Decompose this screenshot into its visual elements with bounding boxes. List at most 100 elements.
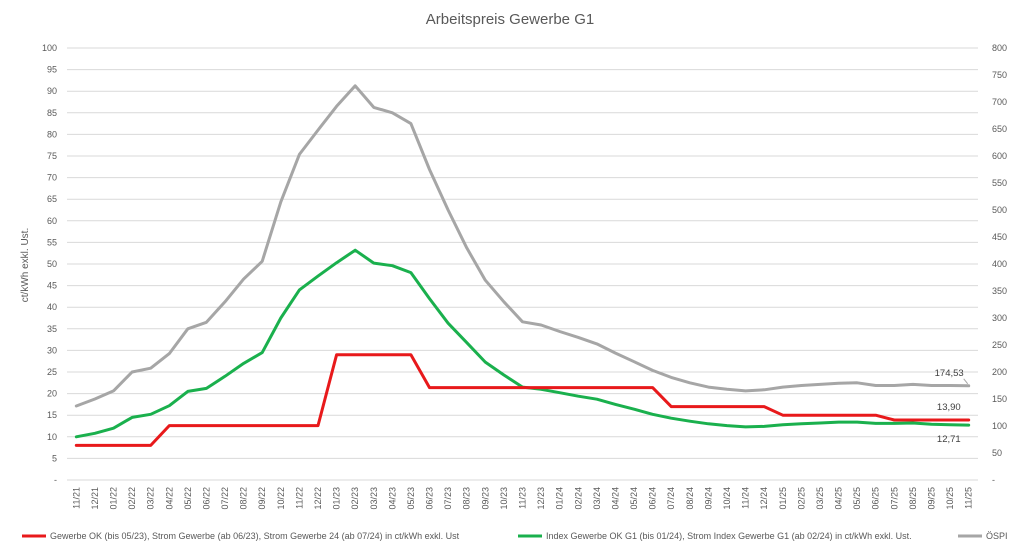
y-tick-label: 100 [42, 43, 57, 53]
y-tick-label: 90 [47, 86, 57, 96]
y2-tick-label: 200 [992, 367, 1007, 377]
y2-tick-label: 650 [992, 124, 1007, 134]
x-tick-label: 04/25 [834, 487, 844, 510]
data-label: 12,71 [937, 434, 961, 445]
y-tick-label: 50 [47, 259, 57, 269]
y2-tick-label: - [992, 475, 995, 485]
x-tick-label: 07/24 [666, 487, 676, 510]
x-tick-label: 03/22 [146, 487, 156, 510]
x-tick-label: 04/24 [610, 487, 620, 510]
x-tick-label: 08/25 [908, 487, 918, 510]
legend: Gewerbe OK (bis 05/23), Strom Gewerbe (a… [22, 531, 1008, 541]
x-tick-label: 05/25 [852, 487, 862, 510]
x-tick-label: 10/25 [945, 487, 955, 510]
y-tick-label: 30 [47, 345, 57, 355]
x-tick-label: 01/22 [108, 487, 118, 510]
x-tick-label: 01/25 [778, 487, 788, 510]
x-tick-label: 07/23 [443, 487, 453, 510]
x-tick-label: 09/24 [703, 487, 713, 510]
x-tick-label: 11/24 [741, 487, 751, 509]
x-tick-label: 10/24 [722, 487, 732, 510]
y-tick-label: 70 [47, 173, 57, 183]
x-tick-label: 12/22 [313, 487, 323, 510]
x-tick-label: 09/25 [927, 487, 937, 510]
y2-tick-label: 300 [992, 313, 1007, 323]
data-label: 174,53 [935, 368, 964, 379]
series-lines [74, 84, 971, 447]
data-labels: 174,53 13,90 12,71 [935, 368, 969, 445]
y2-tick-label: 500 [992, 205, 1007, 215]
chart-title: Arbeitspreis Gewerbe G1 [426, 11, 594, 28]
y2-tick-label: 550 [992, 178, 1007, 188]
x-tick-label: 02/24 [573, 487, 583, 510]
axis-ticks: - 5 10 15 20 25 30 35 40 45 50 55 60 65 70 75 80 85 90 95 10… [42, 43, 1007, 510]
y2-tick-label: 150 [992, 394, 1007, 404]
x-tick-label: 12/23 [536, 487, 546, 510]
legend-label: Gewerbe OK (bis 05/23), Strom Gewerbe (a… [50, 531, 460, 541]
x-tick-label: 09/23 [480, 487, 490, 510]
y2-tick-label: 100 [992, 421, 1007, 431]
legend-label: ÖSPI [986, 531, 1008, 541]
gridlines [67, 47, 978, 481]
y-tick-label: 75 [47, 151, 57, 161]
y-tick-label: 25 [47, 367, 57, 377]
y-tick-label: 40 [47, 302, 57, 312]
y2-tick-label: 250 [992, 340, 1007, 350]
x-tick-label: 02/25 [796, 487, 806, 510]
x-tick-label: 10/23 [499, 487, 509, 510]
data-label-leader [963, 378, 969, 385]
x-tick-label: 06/22 [201, 487, 211, 510]
series-line-2 [74, 84, 971, 408]
y2-tick-label: 350 [992, 286, 1007, 296]
y-tick-label: 20 [47, 389, 57, 399]
y-tick-label: 65 [47, 194, 57, 204]
y-tick-label: 85 [47, 108, 57, 118]
x-tick-label: 01/23 [332, 487, 342, 510]
data-label: 13,90 [937, 402, 961, 413]
x-tick-label: 11/21 [71, 487, 81, 509]
x-tick-label: 11/22 [294, 487, 304, 509]
y-tick-label: 95 [47, 65, 57, 75]
x-tick-label: 08/24 [685, 487, 695, 510]
y-tick-label: 5 [52, 453, 57, 463]
x-tick-label: 07/22 [220, 487, 230, 510]
y-tick-label: 35 [47, 324, 57, 334]
x-tick-label: 11/23 [518, 487, 528, 509]
x-tick-label: 02/23 [350, 487, 360, 510]
legend-label: Index Gewerbe OK G1 (bis 01/24), Strom I… [546, 531, 912, 541]
y2-tick-label: 50 [992, 448, 1002, 458]
y-tick-label: 10 [47, 432, 57, 442]
y2-tick-label: 600 [992, 151, 1007, 161]
x-tick-label: 05/23 [406, 487, 416, 510]
x-tick-label: 06/24 [648, 487, 658, 510]
y-tick-label: 60 [47, 216, 57, 226]
y2-tick-label: 450 [992, 232, 1007, 242]
x-tick-label: 03/23 [369, 487, 379, 510]
y2-tick-label: 700 [992, 97, 1007, 107]
y2-tick-label: 750 [992, 70, 1007, 80]
x-tick-label: 04/23 [387, 487, 397, 510]
x-tick-label: 12/24 [759, 487, 769, 510]
x-tick-label: 05/24 [629, 487, 639, 510]
x-tick-label: 11/25 [964, 487, 974, 509]
x-tick-label: 06/23 [425, 487, 435, 510]
y-tick-label: 15 [47, 410, 57, 420]
x-tick-label: 03/25 [815, 487, 825, 510]
y-tick-label: - [54, 475, 57, 485]
x-tick-label: 12/21 [90, 487, 100, 510]
x-tick-label: 08/23 [462, 487, 472, 510]
x-tick-label: 08/22 [239, 487, 249, 510]
x-tick-label: 09/22 [257, 487, 267, 510]
x-tick-label: 01/24 [555, 487, 565, 510]
series-line-0 [74, 353, 971, 447]
x-tick-label: 02/22 [127, 487, 137, 510]
y-tick-label: 45 [47, 281, 57, 291]
y2-tick-label: 400 [992, 259, 1007, 269]
x-tick-label: 04/22 [164, 487, 174, 510]
y-axis-label: ct/kWh exkl. Ust. [20, 228, 31, 302]
x-tick-label: 03/24 [592, 487, 602, 510]
x-tick-label: 07/25 [889, 487, 899, 510]
y-tick-label: 55 [47, 237, 57, 247]
